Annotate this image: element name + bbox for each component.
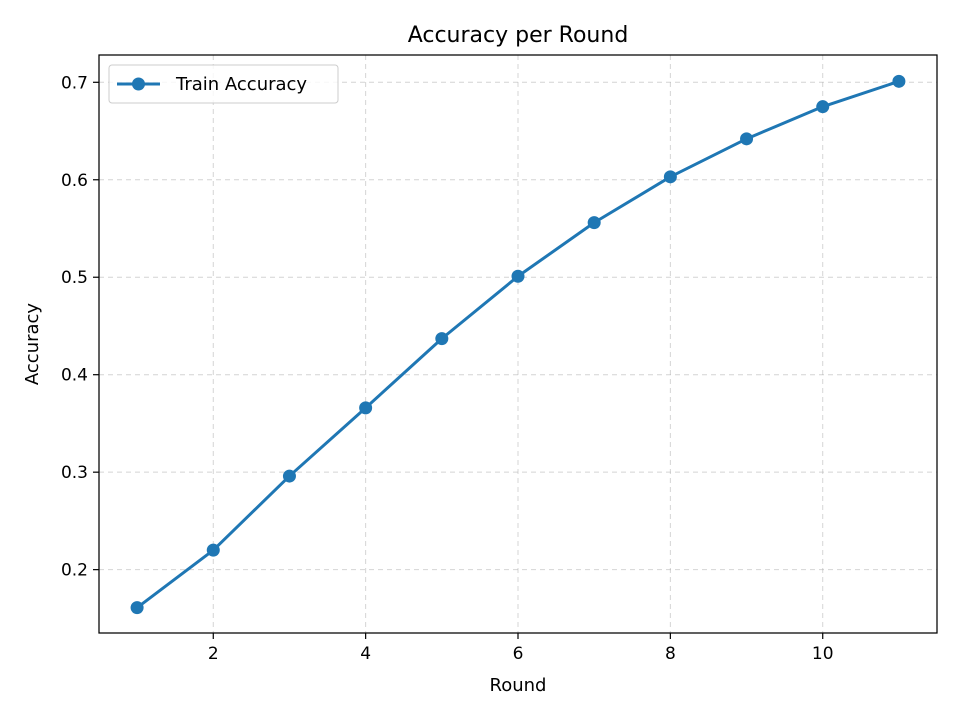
data-point <box>130 601 144 615</box>
legend: Train Accuracy <box>108 64 339 104</box>
legend-box <box>108 64 339 104</box>
y-tick-label: 0.6 <box>61 171 88 191</box>
data-point <box>663 170 677 184</box>
data-point <box>816 100 830 114</box>
y-tick-label: 0.2 <box>61 561 88 581</box>
data-point <box>892 74 906 88</box>
y-tick-label: 0.7 <box>61 73 88 93</box>
y-tick-label: 0.4 <box>61 366 88 386</box>
x-tick-label: 6 <box>513 644 524 664</box>
data-point <box>282 469 296 483</box>
y-axis-label: Accuracy <box>22 303 43 386</box>
legend-entry-train-accuracy: Train Accuracy <box>175 74 307 95</box>
series-layer <box>130 74 906 615</box>
x-tick-label: 2 <box>208 644 219 664</box>
chart-title: Accuracy per Round <box>408 23 629 48</box>
x-tick-label: 10 <box>812 644 834 664</box>
x-tick-label: 8 <box>665 644 676 664</box>
y-tick-label: 0.5 <box>61 268 88 288</box>
data-point <box>587 216 601 230</box>
data-point <box>435 332 449 346</box>
x-axis-label: Round <box>490 675 547 696</box>
y-tick-label: 0.3 <box>61 463 88 483</box>
data-point <box>359 401 373 415</box>
x-tick-label: 4 <box>360 644 371 664</box>
legend-marker-swatch <box>132 77 145 91</box>
data-point <box>206 543 220 557</box>
data-point <box>511 269 525 283</box>
axis-ticks: 2 4 6 8 10 0.2 0.3 0.4 0.5 0.6 0.7 <box>61 73 834 664</box>
data-point <box>740 132 754 146</box>
